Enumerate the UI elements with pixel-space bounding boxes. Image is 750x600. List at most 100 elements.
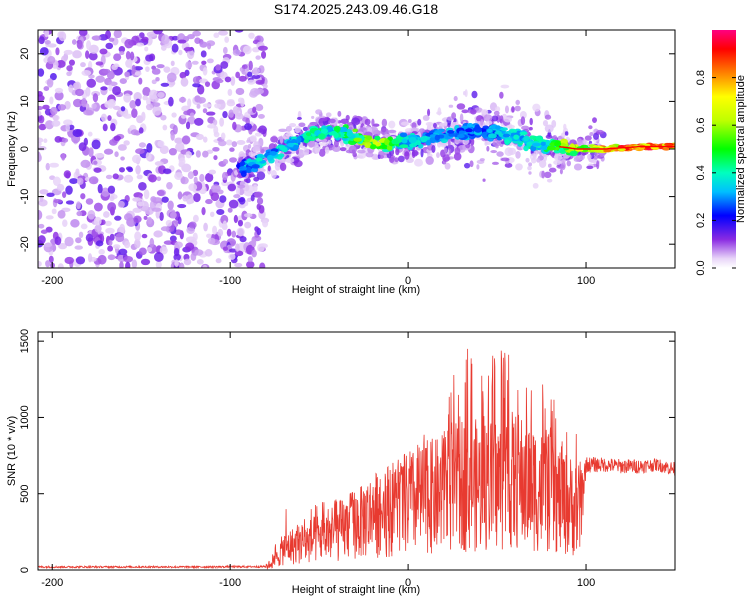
ridge-blob [529, 135, 537, 140]
x-tick-label: -100 [219, 275, 241, 287]
signal-blob [357, 152, 367, 159]
noise-blob [226, 100, 236, 107]
noise-blob [212, 146, 220, 152]
ridge-blob [240, 170, 247, 178]
noise-blob [208, 169, 216, 175]
noise-blob [133, 66, 144, 71]
signal-blob [456, 103, 466, 110]
noise-blob [178, 157, 186, 166]
signal-blob [397, 155, 405, 163]
signal-blob [592, 117, 597, 124]
noise-blob [248, 60, 253, 71]
noise-blob [109, 195, 115, 202]
noise-blob [177, 216, 182, 225]
noise-blob [72, 98, 83, 108]
ridge-blob [255, 157, 263, 162]
noise-blob [204, 172, 214, 183]
noise-blob [133, 215, 142, 224]
noise-blob [44, 120, 54, 130]
signal-blob [425, 156, 434, 165]
noise-blob [87, 131, 93, 137]
signal-blob [479, 158, 485, 162]
ridge-blob [365, 135, 373, 140]
noise-blob [259, 262, 266, 268]
noise-blob [51, 208, 57, 215]
noise-blob [45, 215, 54, 220]
signal-blob [480, 119, 484, 126]
noise-blob [93, 167, 102, 173]
signal-blob [515, 150, 521, 159]
noise-blob [155, 76, 160, 82]
ridge-blob [466, 122, 474, 128]
noise-blob [193, 192, 201, 203]
signal-blob [454, 147, 461, 155]
y-tick-label: 10 [19, 95, 31, 107]
signal-blob [469, 160, 474, 168]
ridge-blob [474, 126, 483, 133]
noise-blob [108, 99, 116, 108]
noise-blob [129, 100, 137, 109]
noise-blob [49, 96, 54, 105]
noise-blob [119, 167, 125, 173]
ridge-blob [523, 145, 529, 152]
noise-blob [207, 237, 216, 245]
noise-blob [47, 56, 56, 65]
noise-blob [178, 262, 185, 268]
noise-blob [262, 83, 268, 89]
ridge-blob [409, 143, 417, 148]
noise-blob [209, 211, 215, 218]
noise-blob [118, 46, 126, 53]
y-tick-label: 1000 [19, 405, 31, 429]
colorbar-ticks: 0.0 0.2 0.4 0.6 0.8 [695, 70, 736, 276]
noise-blob [247, 79, 256, 85]
noise-blob [156, 64, 165, 69]
signal-blob [566, 160, 571, 167]
signal-blob [372, 123, 380, 127]
x-tick-label: 100 [577, 275, 595, 287]
signal-blob [248, 143, 252, 149]
noise-blob [103, 148, 114, 155]
noise-blob [214, 103, 222, 109]
ridge-blob [352, 128, 358, 133]
noise-blob [105, 30, 111, 40]
noise-blob [91, 139, 101, 150]
noise-blob [174, 137, 184, 144]
colorbar-gradient [712, 30, 736, 268]
noise-blob [140, 258, 151, 266]
noise-blob [255, 79, 265, 85]
noise-blob [238, 196, 246, 205]
noise-blob [66, 71, 72, 77]
ridge-blob [554, 140, 562, 147]
noise-blob [124, 240, 131, 249]
signal-blob [274, 162, 281, 171]
noise-blob [168, 147, 177, 156]
snr-frame [37, 331, 676, 571]
ridge-blob [494, 130, 502, 135]
signal-blob [260, 149, 265, 154]
noise-blob [65, 200, 75, 205]
noise-blob [50, 106, 58, 116]
noise-blob [205, 199, 213, 205]
signal-blob [461, 109, 469, 114]
noise-blob [222, 158, 229, 165]
signal-blob [520, 116, 526, 126]
noise-blob [81, 97, 87, 108]
noise-blob [194, 117, 204, 126]
noise-blob [131, 64, 136, 75]
signal-blob [318, 148, 326, 157]
noise-blob [243, 213, 253, 218]
noise-blob [38, 223, 45, 229]
noise-blob [105, 42, 114, 50]
signal-blob [490, 150, 498, 154]
noise-blob [187, 33, 195, 40]
ridge-blob [251, 164, 260, 169]
ridge-blob [278, 153, 285, 158]
noise-blob [197, 84, 205, 95]
noise-blob [119, 261, 124, 268]
noise-blob [131, 154, 142, 164]
signal-blob [493, 110, 500, 116]
signal-blob [587, 153, 592, 160]
signal-blob [482, 178, 486, 182]
signal-blob [542, 119, 549, 127]
